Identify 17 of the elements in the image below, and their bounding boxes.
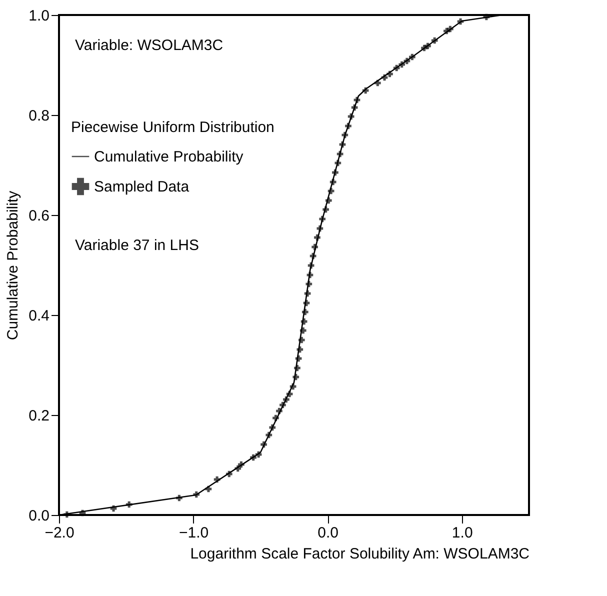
x-tick-label: −1.0 — [178, 524, 209, 542]
y-tick-label: 0.4 — [28, 308, 50, 324]
x-tick-label: 1.0 — [452, 524, 473, 542]
y-tick-label: 0.6 — [28, 208, 50, 224]
legend-label: Sampled Data — [94, 178, 190, 196]
legend-title: Piecewise Uniform Distribution — [71, 119, 274, 136]
y-axis-title: Cumulative Probability — [4, 190, 22, 340]
y-tick-label: 0.8 — [28, 108, 50, 124]
y-tick-label: 1.0 — [28, 8, 50, 24]
y-tick-label: 0.0 — [28, 508, 50, 524]
x-axis-title: Logarithm Scale Factor Solubility Am: WSOLAM3C — [190, 546, 530, 562]
y-tick-label: 0.2 — [28, 408, 50, 424]
annotation: Variable 37 in LHS — [75, 237, 199, 254]
x-tick-label: −2.0 — [44, 524, 74, 542]
legend-label: Cumulative Probability — [94, 148, 244, 166]
x-tick-label: 0.0 — [318, 524, 338, 542]
annotation: Variable: WSOLAM3C — [75, 37, 224, 54]
